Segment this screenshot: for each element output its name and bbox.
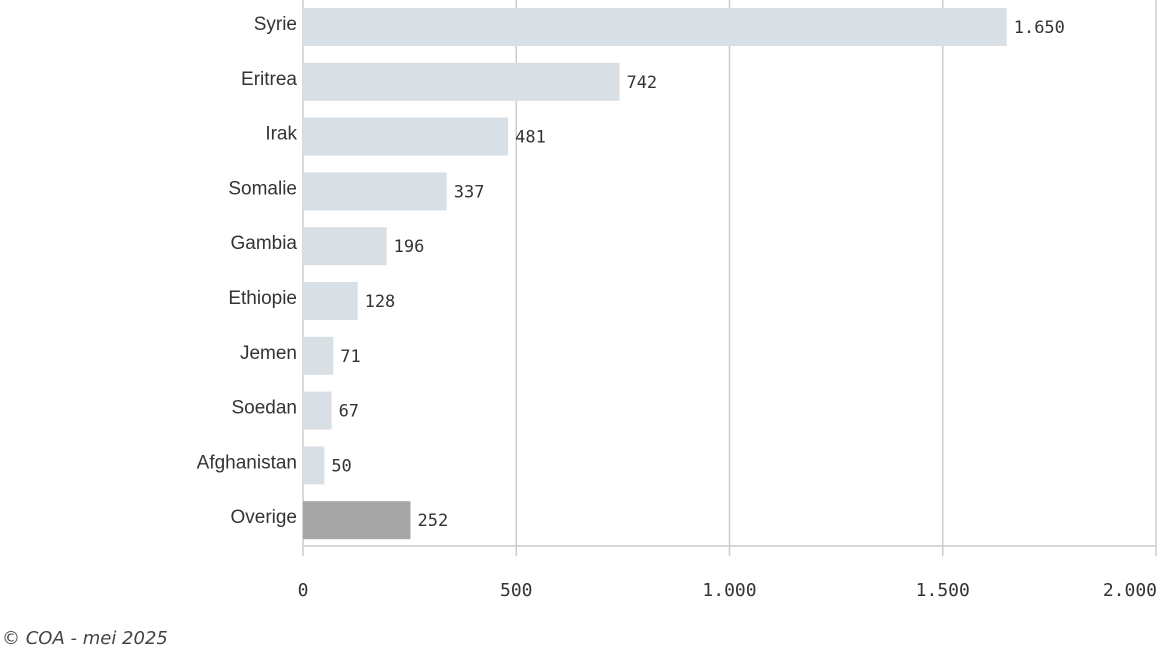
value-label-4: 196 <box>394 237 425 257</box>
category-labels: Syrie Eritrea Irak Somalie Gambia Ethiopie Jem… <box>197 14 298 528</box>
value-label-9: 252 <box>417 511 448 531</box>
value-label-1: 742 <box>626 73 657 93</box>
category-label-3: Somalie <box>228 178 297 199</box>
value-label-6: 71 <box>340 347 360 367</box>
bar-6 <box>303 336 334 375</box>
x-tick-label-3: 1.500 <box>916 580 970 601</box>
value-labels: 1.650 742 481 337 196 128 71 67 50 252 <box>331 18 1065 531</box>
category-label-9: Overige <box>230 507 297 528</box>
x-tick-label-2: 1.000 <box>702 580 756 601</box>
x-tick-label-0: 0 <box>298 580 309 601</box>
category-label-2: Irak <box>265 124 297 145</box>
bar-0 <box>303 8 1007 46</box>
value-label-2: 481 <box>515 128 546 148</box>
bar-5 <box>303 282 358 320</box>
x-axis: 0 500 1.000 1.500 2.000 <box>298 545 1157 601</box>
bar-7 <box>303 391 332 430</box>
bars <box>303 8 1007 540</box>
x-tick-label-4: 2.000 <box>1103 580 1157 601</box>
bar-1 <box>303 62 620 101</box>
x-tick-label-1: 500 <box>500 580 533 601</box>
value-label-7: 67 <box>339 402 359 422</box>
bar-4 <box>303 227 387 266</box>
bar-2 <box>303 117 509 156</box>
value-label-3: 337 <box>454 182 485 202</box>
category-label-1: Eritrea <box>241 69 297 90</box>
category-label-0: Syrie <box>254 14 297 35</box>
category-label-7: Soedan <box>231 398 297 419</box>
bar-8 <box>303 446 325 485</box>
value-label-0: 1.650 <box>1014 18 1065 38</box>
value-label-5: 128 <box>365 292 396 312</box>
category-label-8: Afghanistan <box>197 452 297 473</box>
category-label-5: Ethiopie <box>228 288 297 309</box>
value-label-8: 50 <box>331 456 351 476</box>
credit-text: © COA - mei 2025 <box>2 628 168 649</box>
bar-9 <box>303 501 411 540</box>
category-label-4: Gambia <box>230 233 297 254</box>
bar-3 <box>303 172 447 211</box>
category-label-6: Jemen <box>240 343 297 364</box>
